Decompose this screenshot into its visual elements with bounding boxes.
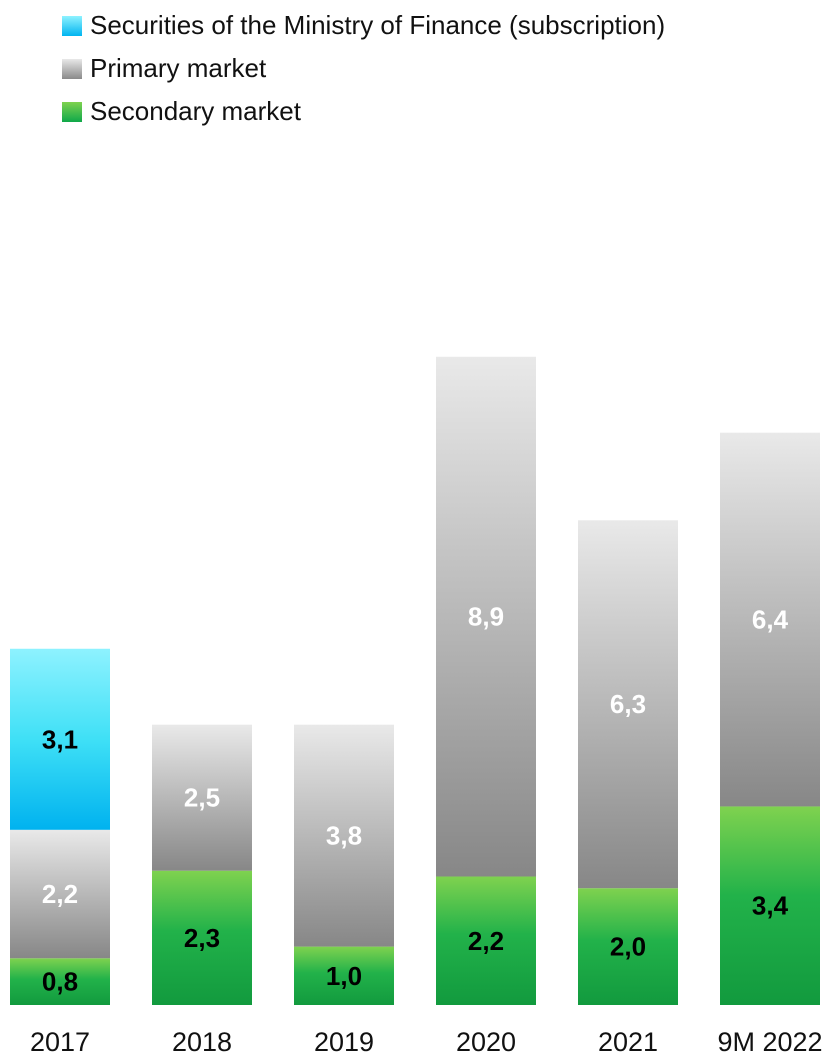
value-label-primary-2020: 8,9 <box>468 602 504 632</box>
bars-group <box>10 356 820 1005</box>
value-label-primary-2019: 3,8 <box>326 821 362 851</box>
bar-primary-2017 <box>10 829 110 959</box>
x-axis-ticks: 2017 2018 2019 2020 2021 9M 2022 <box>30 1027 823 1057</box>
value-label-secondary-2021: 2,0 <box>610 932 646 962</box>
legend-label-secondary: Secondary market <box>90 96 301 126</box>
x-tick-label-2020: 2020 <box>456 1027 516 1057</box>
bar-secondary-2021 <box>578 888 678 1005</box>
legend-label-primary: Primary market <box>90 53 267 83</box>
value-label-primary-2018: 2,5 <box>184 783 220 813</box>
legend-swatch-ministry <box>62 15 82 36</box>
value-label-primary-2021: 6,3 <box>610 689 646 719</box>
bar-secondary-2020 <box>436 876 536 1005</box>
x-tick-label-2018: 2018 <box>172 1027 232 1057</box>
bar-primary-2018 <box>152 724 252 871</box>
legend-item-secondary: Secondary market <box>62 90 665 133</box>
x-tick-label-2019: 2019 <box>314 1027 374 1057</box>
bar-secondary-9m-2022 <box>720 806 820 1005</box>
chart-legend: Securities of the Ministry of Finance (s… <box>62 4 665 133</box>
bar-primary-2021 <box>578 520 678 889</box>
value-label-secondary-2019: 1,0 <box>326 961 362 991</box>
bar-secondary-2019 <box>294 946 394 1005</box>
value-label-primary-2017: 2,2 <box>42 879 78 909</box>
legend-label-ministry: Securities of the Ministry of Finance (s… <box>90 10 666 40</box>
x-tick-label-2017: 2017 <box>30 1027 90 1057</box>
legend-item-primary: Primary market <box>62 47 665 90</box>
value-label-secondary-9m-2022: 3,4 <box>752 891 789 921</box>
x-tick-label-2021: 2021 <box>598 1027 658 1057</box>
value-label-secondary-2018: 2,3 <box>184 923 220 953</box>
bar-secondary-2018 <box>152 870 252 1005</box>
value-label-primary-9m-2022: 6,4 <box>752 605 789 635</box>
bar-primary-9m-2022 <box>720 432 820 807</box>
value-label-secondary-2020: 2,2 <box>468 926 504 956</box>
bar-ministry-2017 <box>10 648 110 830</box>
bar-primary-2020 <box>436 356 536 877</box>
legend-swatch-primary <box>62 58 82 79</box>
x-tick-label-9m-2022: 9M 2022 <box>717 1027 822 1057</box>
value-label-ministry-2017: 3,1 <box>42 724 78 754</box>
legend-swatch-secondary <box>62 101 82 122</box>
value-label-secondary-2017: 0,8 <box>42 967 78 997</box>
bar-secondary-2017 <box>10 958 110 1005</box>
value-labels-group: 0,8 2,2 3,1 2,3 2,5 1,0 3,8 2,2 8,9 2,0 6,3 3,4 6,4 <box>42 602 789 997</box>
bar-primary-2019 <box>294 724 394 947</box>
legend-item-ministry: Securities of the Ministry of Finance (s… <box>62 4 665 47</box>
